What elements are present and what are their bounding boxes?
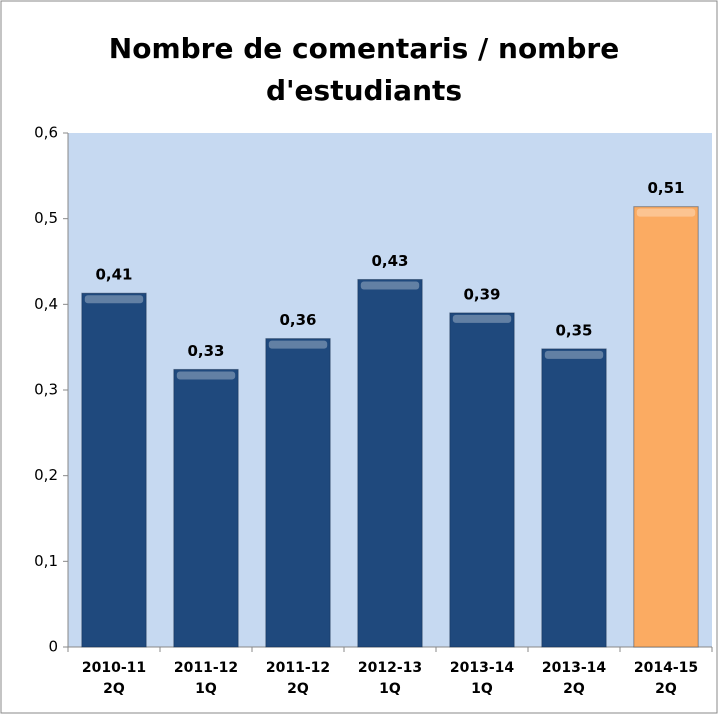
x-tick-label: 2013-14	[542, 660, 607, 676]
data-label: 0,35	[555, 321, 592, 339]
x-tick-label: 2Q	[655, 681, 677, 697]
data-label: 0,33	[187, 342, 224, 360]
bar	[81, 292, 147, 648]
data-label: 0,39	[463, 285, 500, 303]
data-label: 0,36	[279, 311, 316, 329]
bar-highlight	[176, 371, 236, 380]
bar-highlight	[544, 350, 604, 359]
x-tick-label: 1Q	[195, 681, 217, 697]
bar	[357, 278, 423, 648]
y-tick-label: 0,5	[34, 209, 58, 227]
x-tick-label: 2Q	[563, 681, 585, 697]
x-tick-label: 2013-14	[450, 660, 515, 676]
bar-highlight	[84, 295, 144, 304]
y-tick-label: 0,6	[34, 124, 58, 142]
x-tick-label: 1Q	[471, 681, 493, 697]
x-tick-label: 2Q	[103, 681, 125, 697]
bar	[173, 368, 239, 648]
y-tick-label: 0,1	[34, 552, 58, 570]
data-label: 0,41	[95, 266, 132, 284]
bar-highlight	[636, 208, 696, 217]
bar	[633, 206, 699, 648]
x-tick-label: 1Q	[379, 681, 401, 697]
bar-highlight	[360, 281, 420, 290]
x-tick-label: 2Q	[287, 681, 309, 697]
x-tick-label: 2011-12	[266, 660, 330, 676]
bar	[541, 348, 607, 648]
chart-title-line: d'estudiants	[266, 74, 462, 107]
y-tick-label: 0	[48, 638, 58, 656]
y-tick-label: 0,2	[34, 466, 58, 484]
bar	[265, 338, 331, 648]
y-tick-label: 0,4	[34, 295, 58, 313]
bar-highlight	[452, 314, 512, 323]
x-tick-label: 2010-11	[82, 660, 146, 676]
data-label: 0,43	[371, 252, 408, 270]
y-tick-label: 0,3	[34, 381, 58, 399]
chart-title-line: Nombre de comentaris / nombre	[109, 32, 619, 65]
data-label: 0,51	[647, 179, 684, 197]
x-tick-label: 2011-12	[174, 660, 238, 676]
x-tick-label: 2012-13	[358, 660, 422, 676]
bar	[449, 312, 515, 648]
x-tick-label: 2014-15	[634, 660, 698, 676]
bar-highlight	[268, 340, 328, 349]
